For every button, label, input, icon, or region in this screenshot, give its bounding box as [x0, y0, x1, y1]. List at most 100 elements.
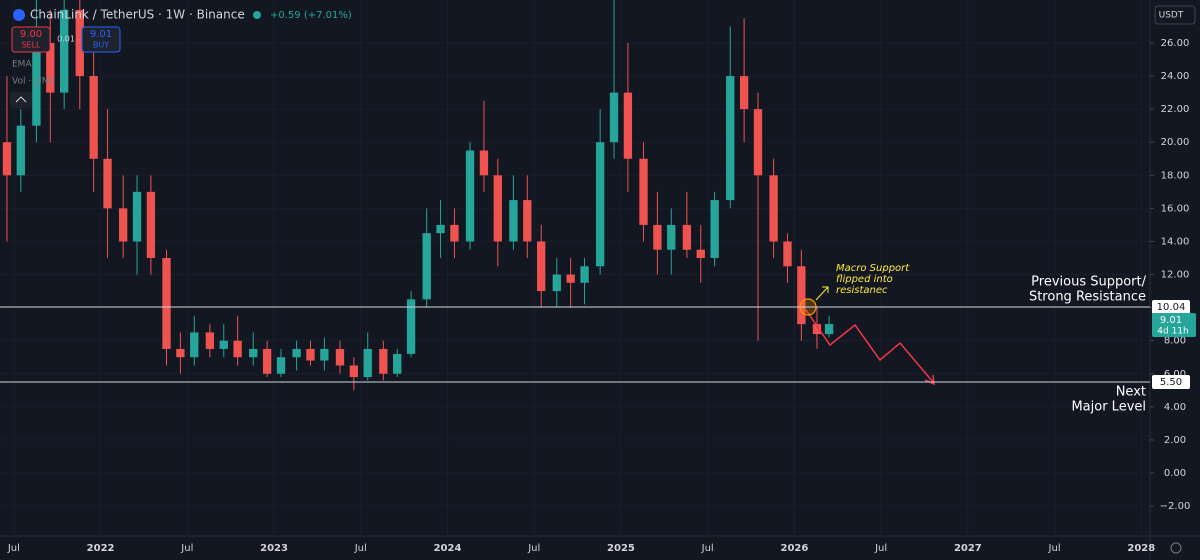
candle-body: [176, 348, 185, 358]
x-tick-label: 2026: [780, 543, 808, 554]
x-tick-label: 2022: [87, 543, 115, 554]
candle-body: [146, 191, 156, 258]
candle-body: [320, 348, 329, 361]
sell-button[interactable]: [11, 26, 51, 53]
candle-body: [566, 274, 575, 283]
level-note: Strong Resistance: [1029, 289, 1146, 304]
candle-body: [537, 241, 546, 292]
candle-body: [682, 224, 692, 250]
projection-path: [805, 309, 934, 383]
candle-body: [753, 109, 763, 176]
y-tick-label: 0.00: [1164, 468, 1186, 479]
candle-body: [89, 76, 98, 159]
candle-body: [465, 150, 475, 242]
x-tick-label: Jul: [874, 543, 887, 554]
annotation-arrow: [815, 286, 829, 301]
candle-body: [162, 257, 171, 349]
x-tick-label: 2027: [954, 543, 982, 554]
candle-body: [335, 348, 345, 366]
candle-body: [219, 340, 228, 349]
annotation-text: Macro Support: [836, 263, 910, 274]
currency-button[interactable]: [1154, 5, 1196, 25]
candle-body: [552, 274, 561, 292]
x-tick-label: Jul: [527, 543, 540, 554]
candle-body: [639, 158, 648, 225]
y-tick-label: 12.00: [1161, 270, 1190, 281]
candle-body: [812, 324, 822, 335]
candle-body: [306, 348, 315, 361]
candle-body: [710, 200, 719, 258]
collapse-icon: [15, 96, 27, 103]
candle-body: [262, 348, 272, 374]
indicator-label[interactable]: EMA: [12, 60, 32, 70]
candle-body: [479, 150, 489, 176]
settings-icon[interactable]: [1170, 542, 1182, 554]
y-tick-label: 6.00: [1164, 369, 1186, 380]
candle-body: [393, 353, 402, 374]
level-price-box: [1152, 375, 1190, 390]
x-tick-label: 2025: [607, 543, 635, 554]
price-change: +0.59 (+7.01%): [270, 10, 352, 21]
candle-body: [623, 92, 633, 159]
candle-body: [609, 92, 619, 143]
buy-price: 9.01: [90, 29, 112, 40]
candle-body: [726, 76, 735, 201]
candle-body: [580, 266, 589, 283]
symbol-title[interactable]: ChainLink / TetherUS · 1W · Binance: [30, 8, 245, 22]
x-tick-label: Jul: [7, 543, 20, 554]
candle-body: [653, 224, 662, 250]
x-tick-label: Jul: [701, 543, 714, 554]
y-tick-label: 4.00: [1164, 402, 1186, 413]
annotation-arrowhead: [822, 286, 829, 293]
candle-body: [824, 323, 834, 335]
last-price-box: [1152, 312, 1196, 337]
collapse-button[interactable]: [10, 92, 32, 108]
projection-arrowhead: [924, 374, 935, 386]
x-tick-label: 2028: [1127, 543, 1155, 554]
y-tick-label: 8.00: [1164, 336, 1186, 347]
candle-body: [523, 200, 532, 242]
x-tick-label: Jul: [1048, 543, 1061, 554]
y-tick-label: 20.00: [1161, 137, 1190, 148]
candle-body: [132, 191, 142, 242]
y-tick-label: 26.00: [1161, 38, 1190, 49]
currency: USDT: [1159, 11, 1184, 21]
candle-body: [205, 332, 215, 349]
candle-body: [696, 249, 705, 258]
candle-body: [118, 208, 128, 242]
x-tick-label: Jul: [180, 543, 193, 554]
spread: 0.01: [57, 35, 75, 44]
candle-body: [349, 365, 359, 378]
annotation-text: flipped into: [836, 274, 893, 285]
sell-price: 9.00: [20, 29, 42, 40]
last-price-label: 9.01: [1160, 315, 1182, 326]
candle-body: [797, 266, 806, 325]
x-tick-label: 2024: [434, 543, 462, 554]
candle-body: [363, 348, 372, 378]
candle-body: [32, 42, 41, 126]
candle-body: [493, 175, 502, 242]
level-note: Previous Support/: [1031, 274, 1146, 289]
candle-body: [783, 241, 792, 267]
candle-body: [450, 224, 459, 242]
indicator-label[interactable]: Vol · LINK: [12, 77, 55, 87]
candle-body: [667, 224, 676, 250]
y-tick-label: 24.00: [1161, 71, 1190, 82]
candle-body: [379, 348, 388, 374]
candle-body: [739, 76, 749, 110]
candle-body: [103, 158, 112, 209]
level-price-label: 5.50: [1160, 377, 1182, 388]
candle-body: [16, 125, 25, 176]
y-tick-label: 18.00: [1161, 170, 1190, 181]
candle-body: [769, 175, 778, 242]
status-dot: [253, 11, 261, 19]
candle-body: [75, 9, 84, 77]
buy-button[interactable]: [81, 26, 121, 53]
candle-body: [2, 142, 12, 176]
level-price-box: [1152, 299, 1190, 314]
candle-body: [46, 42, 55, 93]
